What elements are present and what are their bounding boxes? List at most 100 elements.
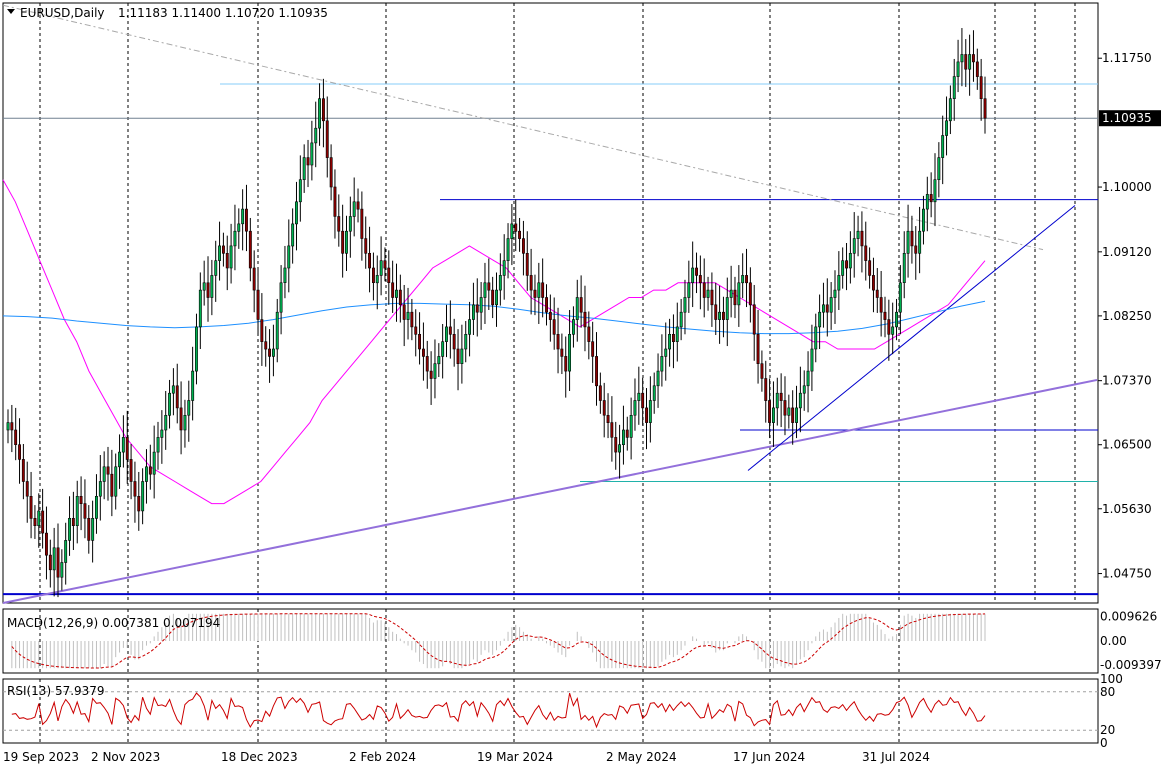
rsi-panel-frame bbox=[2, 678, 1099, 744]
price-level-lines bbox=[3, 83, 1098, 596]
candle-body bbox=[175, 385, 179, 409]
candle-body bbox=[725, 297, 729, 320]
candle-body bbox=[779, 392, 783, 401]
candle-body bbox=[664, 348, 668, 357]
candle-body bbox=[464, 333, 468, 350]
candle-body bbox=[825, 304, 829, 313]
x-tick-label: 18 Dec 2023 bbox=[221, 750, 298, 764]
candle-body bbox=[91, 517, 95, 541]
candle-body bbox=[914, 245, 918, 254]
current-price-label: 1.10935 bbox=[1102, 111, 1152, 125]
candle-body bbox=[160, 429, 164, 438]
candle-body bbox=[687, 282, 691, 298]
candle-body bbox=[548, 311, 552, 320]
candle-body bbox=[571, 319, 575, 335]
candle-body bbox=[883, 311, 887, 320]
candle-body bbox=[206, 282, 210, 298]
candle-body bbox=[294, 201, 298, 225]
candle-body bbox=[483, 282, 487, 298]
candle-body bbox=[360, 208, 364, 239]
candle-body bbox=[956, 61, 960, 77]
x-tick-label: 2 Feb 2024 bbox=[349, 750, 416, 764]
rsi-series bbox=[3, 691, 1098, 731]
candle-body bbox=[648, 400, 652, 423]
candle-body bbox=[860, 230, 864, 247]
x-tick-label: 19 Sep 2023 bbox=[3, 750, 79, 764]
candle-body bbox=[764, 378, 768, 401]
candle-body bbox=[756, 333, 760, 364]
chart-header-ohlc: 1.11183 1.11400 1.10720 1.10935 bbox=[118, 6, 328, 20]
candle-body bbox=[241, 208, 245, 225]
candle-body bbox=[164, 414, 168, 431]
candle-body bbox=[702, 282, 706, 298]
candle-body bbox=[660, 356, 664, 372]
candle-body bbox=[302, 157, 306, 181]
candle-body bbox=[387, 267, 391, 283]
candle-body bbox=[521, 238, 525, 254]
candle-body bbox=[14, 429, 18, 445]
candle-body bbox=[198, 289, 202, 328]
candle-body bbox=[37, 510, 41, 526]
candle-body bbox=[425, 356, 429, 372]
candle-body bbox=[314, 127, 318, 144]
candle-body bbox=[337, 216, 341, 232]
candle-body bbox=[171, 385, 175, 394]
candle-body bbox=[856, 230, 860, 239]
chart-header-symbol: EURUSD,Daily bbox=[20, 6, 105, 20]
candle-body bbox=[429, 370, 433, 379]
candle-body bbox=[937, 157, 941, 181]
candle-body bbox=[791, 407, 795, 423]
candle-body bbox=[364, 238, 368, 254]
candle-body bbox=[233, 230, 237, 247]
candle-body bbox=[814, 326, 818, 350]
candle-body bbox=[591, 341, 595, 357]
macd-y-tick-label: 0.009626 bbox=[1100, 609, 1157, 623]
candle-body bbox=[748, 282, 752, 306]
candle-body bbox=[810, 348, 814, 372]
candle-body bbox=[795, 407, 799, 423]
candle-body bbox=[691, 267, 695, 283]
candle-body bbox=[60, 562, 64, 578]
candle-body bbox=[918, 230, 922, 254]
candle-body bbox=[356, 201, 360, 210]
rsi-y-tick-label: 0 bbox=[1100, 736, 1108, 750]
candle-body bbox=[906, 230, 910, 254]
candle-body bbox=[452, 333, 456, 350]
candle-body bbox=[487, 282, 491, 291]
dropdown-triangle-icon[interactable] bbox=[7, 9, 15, 14]
candle-body bbox=[668, 333, 672, 350]
candle-body bbox=[79, 495, 83, 504]
candle-body bbox=[829, 297, 833, 313]
candle-body bbox=[394, 289, 398, 298]
candle-body bbox=[379, 260, 383, 276]
candle-body bbox=[625, 429, 629, 438]
candle-body bbox=[248, 230, 252, 269]
candle-body bbox=[564, 356, 568, 372]
candle-body bbox=[541, 282, 545, 298]
candle-body bbox=[21, 459, 25, 482]
candle-body bbox=[187, 400, 191, 416]
candle-body bbox=[264, 341, 268, 350]
candle-body bbox=[118, 451, 122, 468]
candle-body bbox=[437, 356, 441, 365]
candle-body bbox=[983, 98, 987, 119]
candle-body bbox=[506, 238, 510, 262]
candle-body bbox=[137, 495, 141, 512]
candle-body bbox=[910, 230, 914, 247]
candle-body bbox=[214, 260, 218, 276]
trend-lines bbox=[2, 4, 1098, 604]
candle-body bbox=[56, 547, 60, 578]
candle-body bbox=[929, 194, 933, 203]
candle-body bbox=[787, 407, 791, 416]
macd-series bbox=[11, 613, 986, 669]
candle-body bbox=[71, 517, 75, 526]
candle-body bbox=[75, 495, 79, 526]
candle-body bbox=[952, 76, 956, 99]
axes: 1.11750 1.10000 1.09120 1.08250 1.07370 1.065… bbox=[3, 51, 1162, 764]
candle-body bbox=[729, 289, 733, 298]
candle-body bbox=[110, 473, 114, 497]
candle-body bbox=[595, 356, 599, 387]
candle-body bbox=[745, 275, 749, 284]
